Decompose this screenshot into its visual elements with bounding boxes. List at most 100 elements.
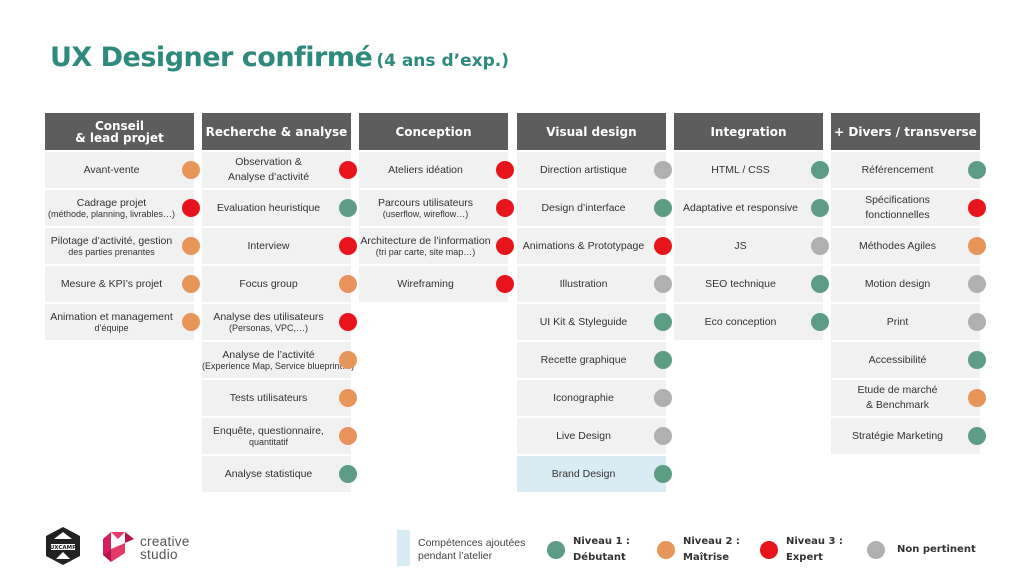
skill-name: UI Kit & Styleguide <box>539 316 628 328</box>
skill-cell: Print <box>831 304 986 340</box>
skill-cell: Brand Design <box>517 456 672 492</box>
skill-cell: UI Kit & Styleguide <box>517 304 672 340</box>
skill-name: Evaluation heuristique <box>216 202 321 214</box>
skill-label: Animation et management d’équipe <box>50 311 189 334</box>
skill-label: Cadrage projet (méthode, planning, livrab… <box>48 197 191 220</box>
skill-detail: (Personas, VPC,…) <box>228 322 309 333</box>
legend-added-line1: Compétences ajoutées <box>418 537 526 549</box>
column-header-text: Visual design <box>546 126 636 138</box>
level-dot-maitrise <box>968 237 986 255</box>
skill-label: Accessibilité <box>869 354 943 366</box>
level-dot-maitrise <box>339 275 357 293</box>
skill-label: Brand Design <box>552 468 632 480</box>
skill-name: Adaptative et responsive <box>683 202 798 214</box>
skill-cell: Mesure & KPI’s projet <box>45 266 200 302</box>
column-header-line1: Visual design <box>546 124 637 139</box>
skill-label: Interview <box>247 240 305 252</box>
skill-label: Wireframing <box>397 278 470 290</box>
skill-name: Analyse des utilisateurs <box>213 310 324 323</box>
svg-text:UXCAMP: UXCAMP <box>50 545 76 551</box>
skill-name: Tests utilisateurs <box>229 392 308 404</box>
level-dot-expert <box>496 199 514 217</box>
level-dot-maitrise <box>182 161 200 179</box>
skill-name: Iconographie <box>553 392 614 404</box>
level-dot-maitrise <box>182 237 200 255</box>
skill-label: Recette graphique <box>541 354 643 366</box>
skill-name: HTML / CSS <box>711 164 770 176</box>
column-header: Recherche & analyse <box>202 113 351 150</box>
skill-detail: quantitatif <box>248 436 288 447</box>
skill-cell: Parcours utilisateurs (userflow, wireflow… <box>359 190 514 226</box>
skill-cell: Méthodes Agiles <box>831 228 986 264</box>
skill-name: Live Design <box>556 430 611 442</box>
cs-line2: studio <box>140 547 178 562</box>
level-dot-non-pertinent <box>654 275 672 293</box>
column-header-line2: & lead projet <box>75 130 164 145</box>
level-dot-debutant <box>654 313 672 331</box>
skill-label: Pilotage d’activité, gestion des parties … <box>51 235 188 258</box>
skill-name: Pilotage d’activité, gestion <box>50 234 173 247</box>
skill-label: JS <box>734 240 762 252</box>
skill-detail: (tri par carte, site map…) <box>375 246 476 257</box>
level-dot-maitrise <box>339 389 357 407</box>
skill-cell: Interview <box>202 228 357 264</box>
level-dot-non-pertinent <box>811 237 829 255</box>
skill-name: Avant-vente <box>83 164 140 176</box>
skill-cell: Ateliers idéation <box>359 152 514 188</box>
skill-name: Animation et management <box>50 310 173 323</box>
skill-cell: Animation et management d’équipe <box>45 304 200 340</box>
skill-label: Analyse de l’activité (Experience Map, Se… <box>202 349 354 372</box>
skill-name: Stratégie Marketing <box>851 430 944 442</box>
legend-label: Niveau 2 : Maîtrise <box>683 534 740 566</box>
skill-cell: Animations & Prototypage <box>517 228 672 264</box>
skill-label: Illustration <box>560 278 624 290</box>
legend-label-line2: Expert <box>786 552 823 563</box>
skill-name: Interview <box>247 240 290 252</box>
skill-name: Parcours utilisateurs <box>377 196 474 209</box>
level-dot-non-pertinent <box>968 275 986 293</box>
level-dot-expert <box>654 237 672 255</box>
skill-cell: Wireframing <box>359 266 514 302</box>
legend-label-line1: Niveau 3 : <box>786 536 843 547</box>
skill-name: Ateliers idéation <box>388 164 463 176</box>
skill-name: Wireframing <box>397 278 454 290</box>
level-dot-non-pertinent <box>654 389 672 407</box>
skill-label: Adaptative et responsive <box>683 202 814 214</box>
skill-cell: Eco conception <box>674 304 829 340</box>
level-dot-debutant <box>968 351 986 369</box>
skill-name: Print <box>886 316 909 328</box>
cs-line1: creative <box>140 534 190 549</box>
skill-name: Focus group <box>239 278 298 290</box>
skill-cell: Stratégie Marketing <box>831 418 986 454</box>
skill-name: Observation & <box>235 156 302 168</box>
skill-cell: Design d’interface <box>517 190 672 226</box>
skill-label: Tests utilisateurs <box>230 392 324 404</box>
page-title-main: UX Designer confirmé <box>50 42 373 73</box>
skill-cell: Analyse de l’activité (Experience Map, Se… <box>202 342 357 378</box>
legend-dot-expert <box>760 541 778 559</box>
level-dot-non-pertinent <box>968 313 986 331</box>
skill-label: Focus group <box>239 278 313 290</box>
skill-cell: Cadrage projet (méthode, planning, livrab… <box>45 190 200 226</box>
skill-cell: Etude de marché & Benchmark <box>831 380 986 416</box>
legend-dot-debutant <box>547 541 565 559</box>
skill-detail: des parties prenantes <box>68 246 155 257</box>
skill-column: Integration HTML / CSS Adaptative et respo… <box>674 113 829 340</box>
skill-name: Accessibilité <box>868 354 927 366</box>
legend-label-line2: Maîtrise <box>683 552 730 563</box>
skill-name: Direction artistique <box>540 164 627 176</box>
legend-label: Non pertinent <box>897 542 976 558</box>
skill-cell: Observation & Analyse d’activité <box>202 152 357 188</box>
column-header-line1: Conception <box>395 124 472 139</box>
legend-added-label: Compétences ajoutées pendant l’atelier <box>418 537 525 563</box>
skill-label: Live Design <box>556 430 627 442</box>
skill-name: Animations & Prototypage <box>522 240 645 252</box>
level-dot-debutant <box>654 465 672 483</box>
column-header: Visual design <box>517 113 666 150</box>
skill-cell: Analyse des utilisateurs (Personas, VPC,…… <box>202 304 357 340</box>
level-dot-maitrise <box>182 275 200 293</box>
skill-cell: HTML / CSS <box>674 152 829 188</box>
skill-name: JS <box>734 240 747 252</box>
skill-label: Etude de marché & Benchmark <box>858 383 954 413</box>
skill-label: Design d’interface <box>541 202 641 214</box>
